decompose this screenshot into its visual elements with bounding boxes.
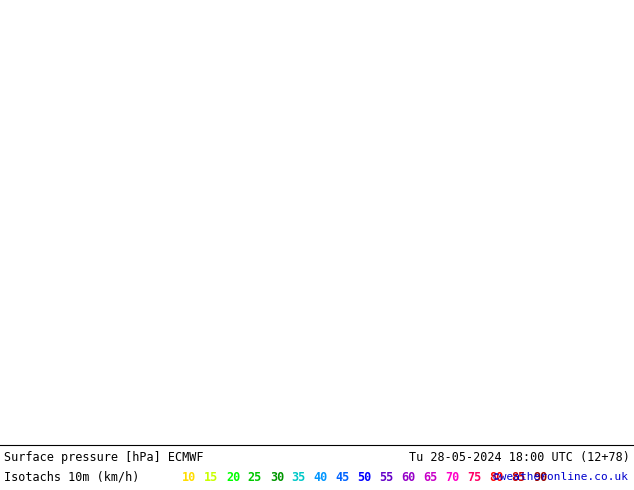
Text: 90: 90 bbox=[533, 470, 547, 484]
Text: 10: 10 bbox=[182, 470, 197, 484]
Text: 15: 15 bbox=[204, 470, 218, 484]
Text: 85: 85 bbox=[511, 470, 526, 484]
Text: 25: 25 bbox=[248, 470, 262, 484]
Text: 45: 45 bbox=[335, 470, 350, 484]
Text: 80: 80 bbox=[489, 470, 503, 484]
Text: 20: 20 bbox=[226, 470, 240, 484]
Text: 70: 70 bbox=[445, 470, 460, 484]
Text: Isotachs 10m (km/h): Isotachs 10m (km/h) bbox=[4, 470, 139, 484]
Text: Surface pressure [hPa] ECMWF: Surface pressure [hPa] ECMWF bbox=[4, 450, 204, 464]
Text: 50: 50 bbox=[358, 470, 372, 484]
Text: ©weatheronline.co.uk: ©weatheronline.co.uk bbox=[493, 472, 628, 482]
Text: 55: 55 bbox=[380, 470, 394, 484]
Text: 30: 30 bbox=[269, 470, 284, 484]
Text: 65: 65 bbox=[424, 470, 437, 484]
Text: 35: 35 bbox=[292, 470, 306, 484]
Text: 75: 75 bbox=[467, 470, 481, 484]
Text: 40: 40 bbox=[314, 470, 328, 484]
Text: Tu 28-05-2024 18:00 UTC (12+78): Tu 28-05-2024 18:00 UTC (12+78) bbox=[409, 450, 630, 464]
Text: 60: 60 bbox=[401, 470, 416, 484]
